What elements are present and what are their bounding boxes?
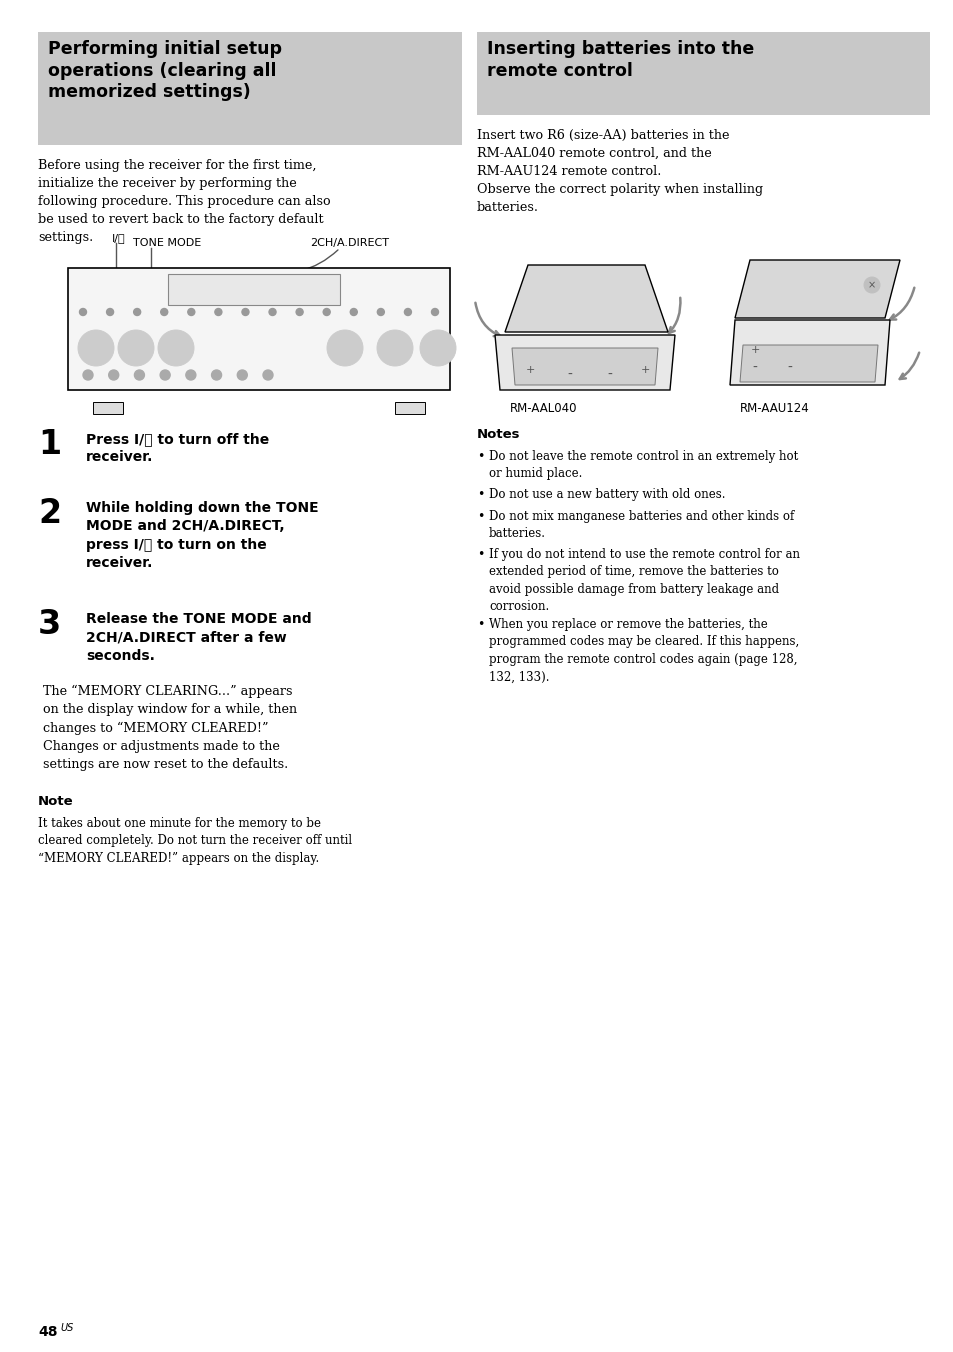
Polygon shape — [734, 260, 899, 318]
Text: When you replace or remove the batteries, the
programmed codes may be cleared. I: When you replace or remove the batteries… — [489, 618, 799, 684]
Circle shape — [83, 370, 92, 380]
Text: +: + — [749, 345, 759, 356]
Polygon shape — [504, 265, 667, 333]
Text: -: - — [607, 368, 612, 383]
Bar — [38, 32, 461, 145]
Circle shape — [269, 308, 275, 315]
Circle shape — [158, 330, 193, 366]
Circle shape — [79, 308, 87, 315]
Circle shape — [160, 370, 170, 380]
Circle shape — [78, 330, 113, 366]
Circle shape — [327, 330, 363, 366]
Circle shape — [133, 308, 140, 315]
Bar — [92, 402, 123, 414]
Text: Notes: Notes — [476, 429, 520, 441]
Text: Note: Note — [38, 795, 73, 808]
Text: TONE MODE: TONE MODE — [132, 238, 201, 247]
Text: -: - — [787, 361, 792, 375]
Text: I/⏻: I/⏻ — [112, 233, 126, 243]
Bar — [395, 402, 424, 414]
Circle shape — [242, 308, 249, 315]
Text: If you do not intend to use the remote control for an
extended period of time, r: If you do not intend to use the remote c… — [489, 548, 800, 614]
Text: It takes about one minute for the memory to be
cleared completely. Do not turn t: It takes about one minute for the memory… — [38, 817, 352, 865]
Text: RM-AAU124: RM-AAU124 — [740, 402, 809, 415]
Text: 2: 2 — [38, 498, 61, 530]
Text: Do not use a new battery with old ones.: Do not use a new battery with old ones. — [489, 488, 724, 502]
Text: Performing initial setup
operations (clearing all
memorized settings): Performing initial setup operations (cle… — [48, 41, 282, 101]
Text: •: • — [476, 618, 484, 631]
Circle shape — [134, 370, 144, 380]
Text: The “MEMORY CLEARING...” appears
on the display window for a while, then
changes: The “MEMORY CLEARING...” appears on the … — [43, 685, 296, 771]
Text: Before using the receiver for the first time,
initialize the receiver by perform: Before using the receiver for the first … — [38, 160, 331, 243]
Bar — [476, 32, 929, 115]
Circle shape — [350, 308, 356, 315]
Text: Press I/⏻ to turn off the
receiver.: Press I/⏻ to turn off the receiver. — [86, 433, 269, 464]
Circle shape — [377, 308, 384, 315]
Circle shape — [419, 330, 456, 366]
Circle shape — [376, 330, 413, 366]
Text: 3: 3 — [38, 608, 61, 641]
Text: Inserting batteries into the
remote control: Inserting batteries into the remote cont… — [486, 41, 754, 80]
Text: Do not leave the remote control in an extremely hot
or humid place.: Do not leave the remote control in an ex… — [489, 450, 798, 480]
Text: 1: 1 — [38, 429, 61, 461]
Circle shape — [186, 370, 195, 380]
Circle shape — [109, 370, 118, 380]
Polygon shape — [740, 345, 877, 383]
Circle shape — [188, 308, 194, 315]
Text: •: • — [476, 450, 484, 462]
Text: •: • — [476, 488, 484, 502]
Text: While holding down the TONE
MODE and 2CH/A.DIRECT,
press I/⏻ to turn on the
rece: While holding down the TONE MODE and 2CH… — [86, 502, 318, 571]
Circle shape — [237, 370, 247, 380]
Text: •: • — [476, 510, 484, 523]
Text: +: + — [525, 365, 534, 375]
Text: ×: × — [867, 280, 875, 289]
Circle shape — [214, 308, 222, 315]
Text: Release the TONE MODE and
2CH/A.DIRECT after a few
seconds.: Release the TONE MODE and 2CH/A.DIRECT a… — [86, 612, 312, 662]
Text: +: + — [639, 365, 649, 375]
Text: Insert two R6 (size-AA) batteries in the
RM-AAL040 remote control, and the
RM-AA: Insert two R6 (size-AA) batteries in the… — [476, 128, 762, 214]
Polygon shape — [495, 335, 675, 389]
Circle shape — [107, 308, 113, 315]
Bar — [168, 274, 339, 306]
Circle shape — [863, 277, 879, 293]
Text: -: - — [752, 361, 757, 375]
Polygon shape — [729, 320, 889, 385]
Text: Do not mix manganese batteries and other kinds of
batteries.: Do not mix manganese batteries and other… — [489, 510, 794, 541]
Circle shape — [404, 308, 411, 315]
Text: RM-AAL040: RM-AAL040 — [510, 402, 577, 415]
Circle shape — [431, 308, 438, 315]
Circle shape — [160, 308, 168, 315]
Circle shape — [212, 370, 221, 380]
FancyBboxPatch shape — [68, 268, 450, 389]
Text: -: - — [567, 368, 572, 383]
Text: 2CH/A.DIRECT: 2CH/A.DIRECT — [310, 238, 389, 247]
Text: •: • — [476, 548, 484, 561]
Circle shape — [323, 308, 330, 315]
Text: US: US — [60, 1324, 73, 1333]
Polygon shape — [512, 347, 658, 385]
Text: 48: 48 — [38, 1325, 57, 1338]
Circle shape — [118, 330, 153, 366]
Circle shape — [295, 308, 303, 315]
Circle shape — [263, 370, 273, 380]
